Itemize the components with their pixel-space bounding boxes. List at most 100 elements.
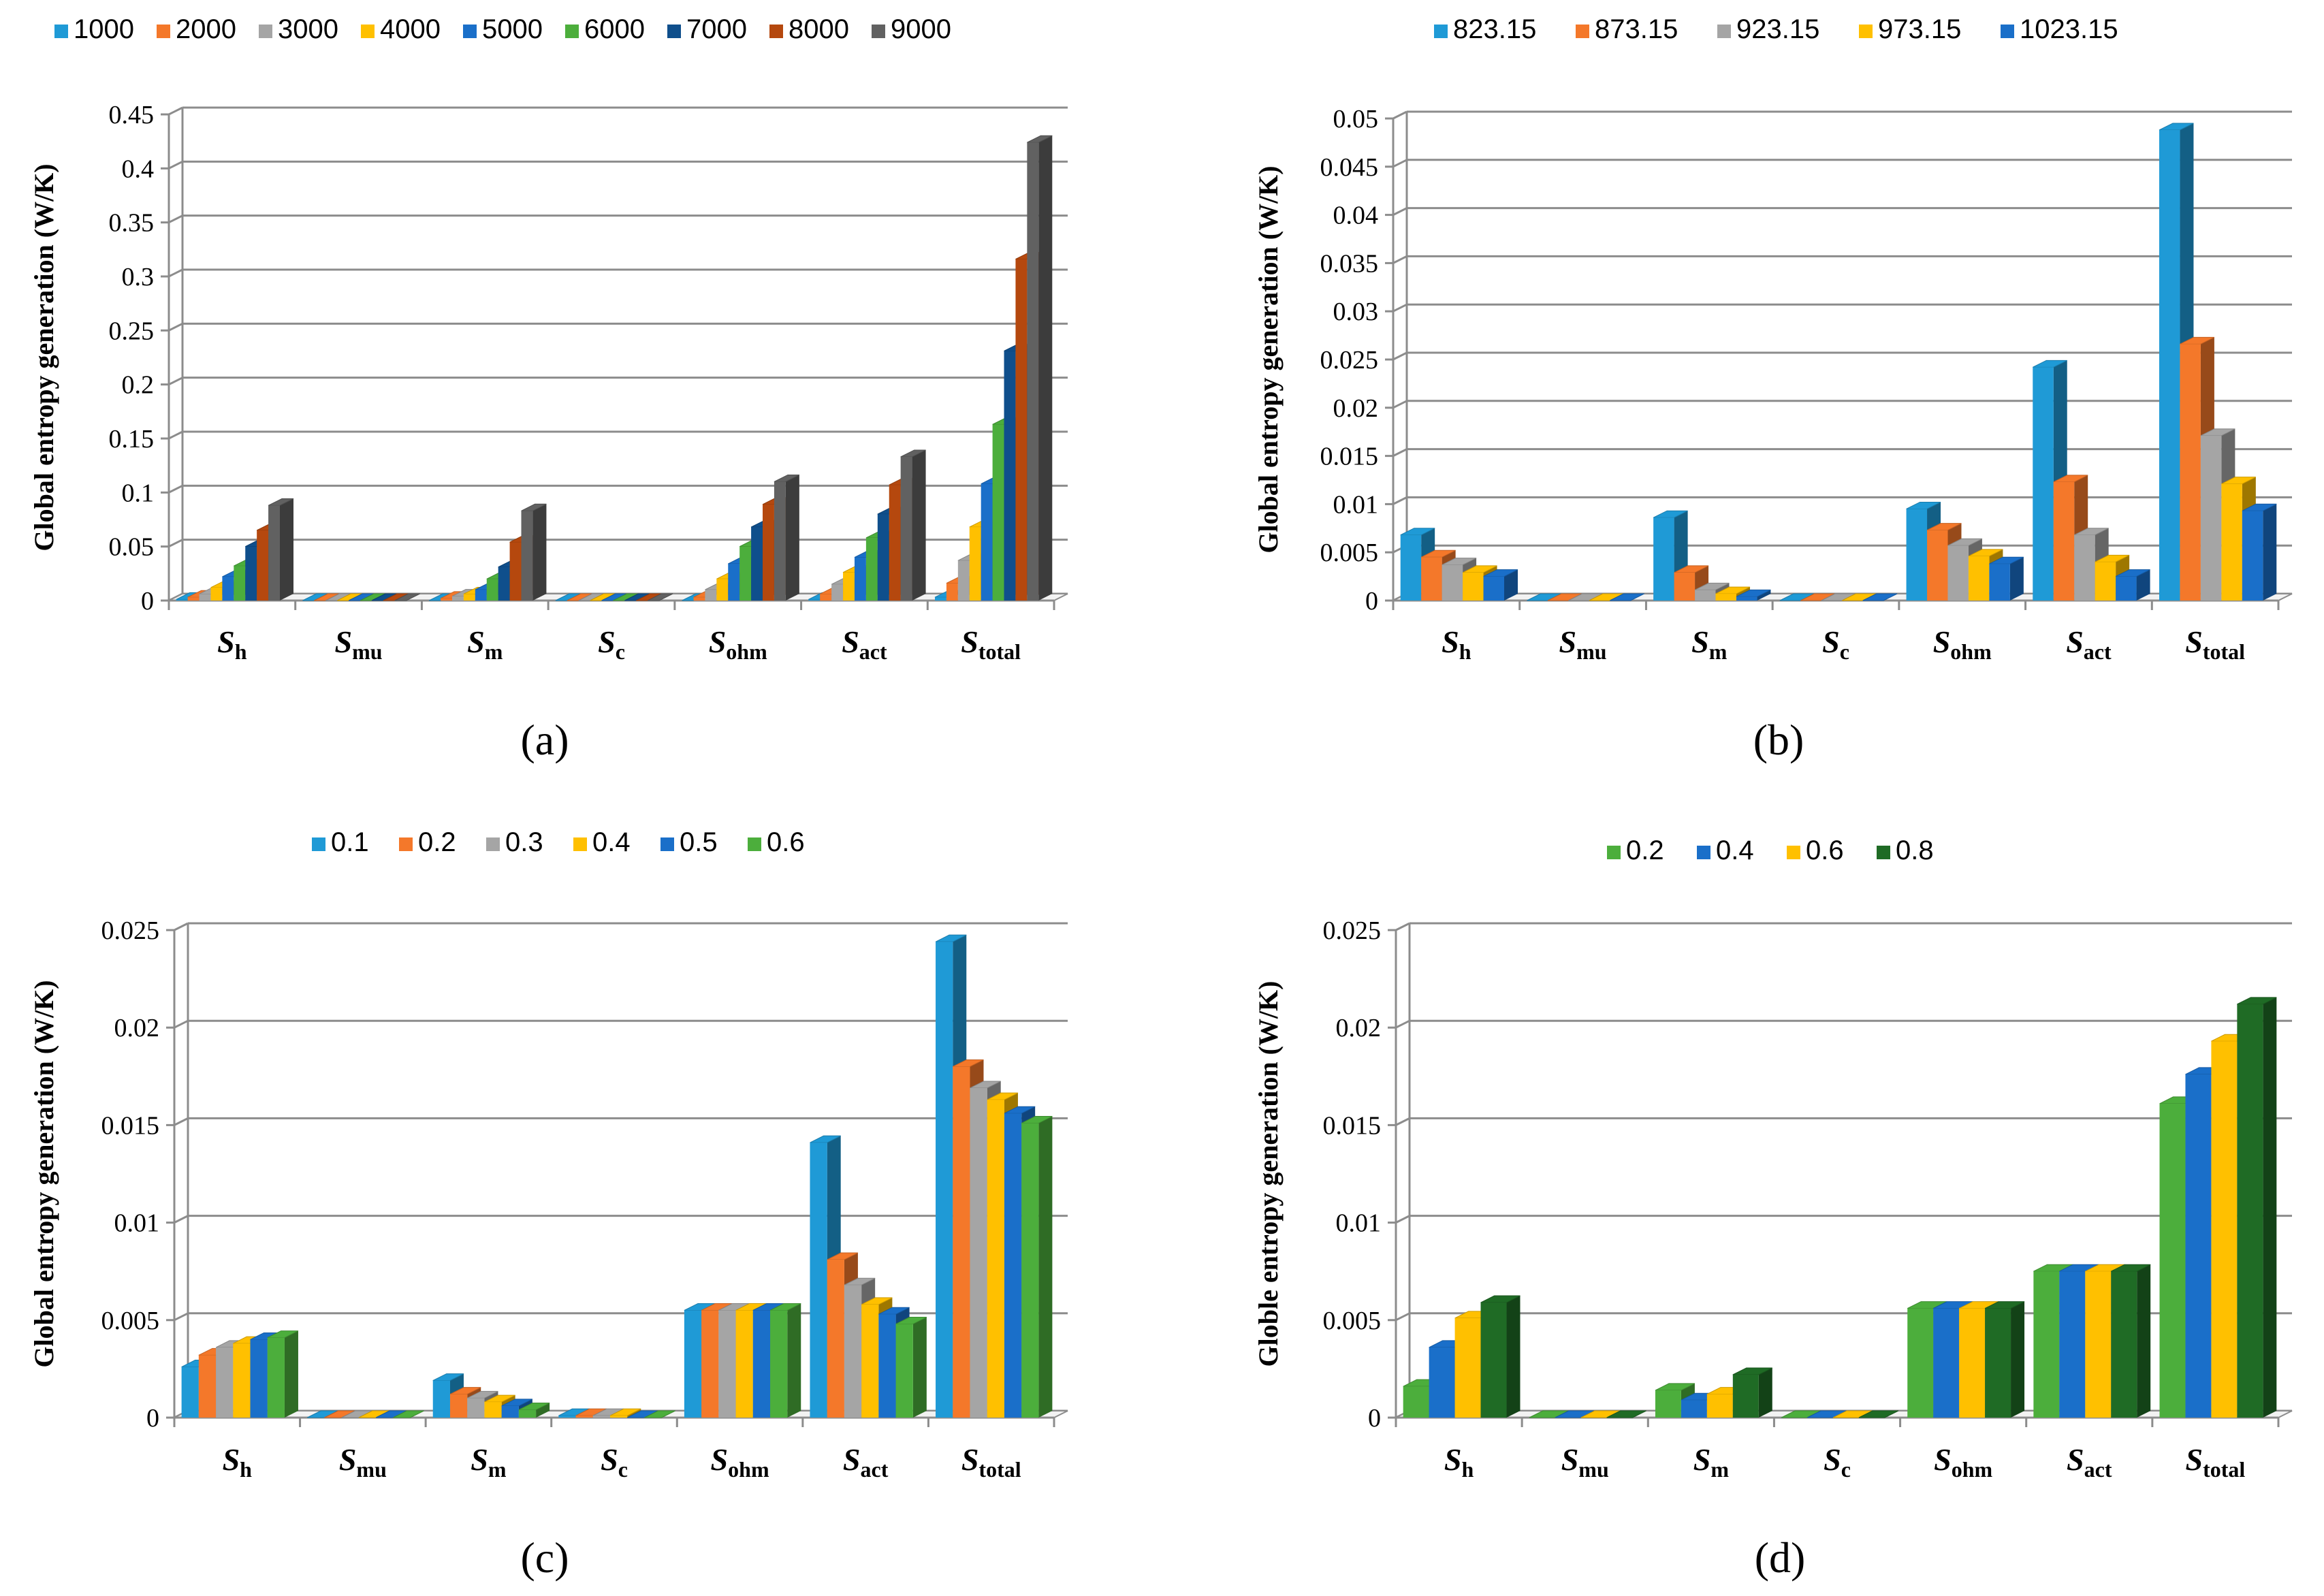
category-subscript: act [859,639,887,664]
bar-d-3-3 [1858,1410,1899,1418]
category-subscript: h [1459,639,1471,664]
y-tick-label: 0.02 [114,1014,160,1042]
y-tick-label: 0.005 [1320,539,1379,567]
y-tick-label: 0 [146,1404,159,1433]
bar-c-0-5 [267,1330,299,1418]
x-category-label: Sc [598,624,625,664]
category-symbol: S [1561,1442,1579,1477]
legend-swatch [399,837,413,851]
y-tick-label: 0.02 [1333,394,1379,423]
category-subscript: c [618,1457,628,1482]
category-subscript: m [1710,1457,1729,1482]
x-category-label: Sc [1824,1442,1851,1482]
category-symbol: S [1934,1442,1952,1477]
y-tick-label: 0.25 [109,317,155,345]
legend-label: 973.15 [1878,14,1961,44]
y-tick-label: 0.025 [1320,346,1379,374]
category-symbol: S [2067,1442,2084,1477]
bar-d-6-3 [2237,997,2277,1418]
y-tick-label: 0 [1368,1404,1381,1433]
category-subscript: mu [352,639,382,664]
bar-b-3-4 [1862,593,1898,601]
gridline-connector [1395,1215,1410,1224]
bar-b-0-4 [1483,569,1518,601]
category-symbol: S [223,1442,240,1477]
x-category-label: Sh [223,1442,253,1482]
bar-c-2-5 [518,1403,550,1418]
category-subscript: m [1709,639,1728,664]
category-subscript: mu [1576,639,1606,664]
category-symbol: S [843,1442,861,1477]
legend-swatch [1717,25,1731,38]
legend-swatch [54,25,68,38]
category-subscript: c [1840,639,1849,664]
gridline-connector [168,377,183,386]
bar-d-2-3 [1732,1367,1772,1418]
x-category-label: Stotal [2186,1442,2246,1482]
gridline-connector [168,268,183,278]
legend-swatch [1607,846,1621,859]
gridline-connector [168,539,183,548]
bar-d-1-3 [1606,1410,1646,1418]
category-symbol: S [339,1442,357,1477]
gridline-connector [1395,922,1410,931]
legend-label: 0.6 [767,827,805,857]
y-tick-label: 0.015 [101,1111,160,1140]
category-symbol: S [961,1442,979,1477]
x-category-label: Sm [471,1442,507,1482]
bar-a-5-8 [900,449,926,601]
legend-label: 0.4 [1716,835,1754,865]
gridline-connector [168,106,183,116]
legend-label: 823.15 [1453,14,1536,44]
x-category-label: Sh [1442,624,1471,664]
category-symbol: S [2185,624,2203,659]
legend-swatch [573,837,587,851]
panel-caption: (b) [1753,716,1804,764]
category-subscript: m [488,1457,507,1482]
x-category-label: Smu [1561,1442,1609,1482]
y-tick-label: 0.05 [1333,105,1379,133]
y-tick-label: 0.35 [109,209,155,238]
legend-label: 0.5 [680,827,718,857]
category-symbol: S [842,624,859,659]
legend-label: 0.3 [505,827,543,857]
legend-swatch [1877,846,1890,859]
category-subscript: act [2084,1457,2112,1482]
x-category-label: Stotal [961,1442,1021,1482]
gridline-connector [168,214,183,224]
category-subscript: act [2084,639,2112,664]
legend-swatch [748,837,761,851]
y-tick-label: 0.005 [101,1307,160,1335]
legend-swatch [2001,25,2014,38]
gridline-connector [174,1117,189,1126]
x-category-label: Sm [1691,624,1728,664]
bar-c-5-5 [895,1317,927,1418]
category-symbol: S [1693,1442,1711,1477]
y-axis-title: Global entropy generation (W/K) [29,163,59,551]
gridline-connector [174,1019,189,1029]
gridline-connector [1392,159,1407,168]
category-subscript: c [1841,1457,1851,1482]
legend-label: 3000 [278,14,338,44]
bar-c-4-5 [769,1303,801,1418]
category-symbol: S [1444,1442,1462,1477]
category-subscript: h [1461,1457,1474,1482]
legend-label: 0.2 [1626,835,1664,865]
legend-label: 0.2 [418,827,456,857]
y-tick-label: 0.025 [1323,916,1382,945]
bar-b-6-4 [2242,503,2277,601]
bar-b-1-4 [1610,593,1644,601]
gridline-connector [1395,1117,1410,1126]
bar-c-1-5 [393,1410,424,1418]
legend-label: 7000 [686,14,747,44]
y-tick-label: 0.025 [101,916,160,945]
gridline-connector [168,322,183,332]
category-symbol: S [1442,624,1459,659]
y-tick-label: 0.045 [1320,153,1379,182]
gridline-connector [168,160,183,170]
bar-a-1-8 [394,593,420,601]
gridline-connector [1392,351,1407,361]
x-category-label: Stotal [961,624,1021,664]
